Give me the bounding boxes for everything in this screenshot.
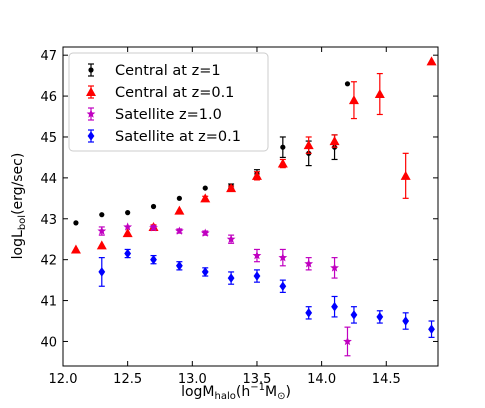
x-tick-label: 12.0	[49, 372, 78, 387]
x-axis-label-sun: ⊙	[277, 391, 285, 402]
data-point	[70, 244, 81, 254]
x-axis-label-tail: (h	[236, 384, 250, 400]
data-point	[278, 253, 288, 262]
data-point	[200, 193, 211, 203]
data-point	[350, 310, 358, 320]
data-point	[174, 205, 185, 215]
x-axis-label-main: logM	[181, 384, 214, 400]
data-point	[402, 316, 410, 326]
x-axis-label-close: )	[285, 384, 290, 400]
y-axis-label-sub: bol	[17, 215, 28, 230]
data-point	[279, 281, 287, 292]
y-axis-label-tail: (erg/sec)	[10, 153, 26, 215]
data-point	[150, 203, 157, 210]
y-tick-label: 43	[40, 213, 57, 228]
x-tick-label: 12.5	[113, 372, 142, 387]
data-point	[252, 250, 262, 260]
y-tick-label: 40	[40, 335, 57, 350]
series-3	[97, 222, 352, 357]
data-point	[175, 226, 184, 235]
data-point	[122, 228, 133, 238]
data-point	[200, 228, 210, 237]
legend-item: Satellite at z=0.1	[87, 129, 241, 145]
y-axis-label-main: logL	[10, 230, 26, 259]
data-point	[98, 267, 106, 277]
data-point	[374, 89, 385, 99]
y-tick-label: 47	[40, 49, 57, 64]
data-point	[251, 170, 262, 180]
x-axis-label-exp: −1	[250, 382, 265, 393]
data-point	[305, 308, 313, 318]
x-tick-label: 14.5	[372, 372, 401, 387]
x-axis-label-m: M	[265, 384, 277, 400]
x-tick-label: 13.0	[178, 372, 207, 387]
data-point	[226, 234, 236, 243]
x-axis-label: logMhalo(h−1M⊙)	[181, 382, 291, 402]
legend-label: Central at z=0.1	[115, 85, 234, 101]
y-axis-label: logLbol(erg/sec)	[10, 153, 28, 260]
y-tick-label: 41	[40, 295, 57, 310]
legend-item: Central at z=1	[88, 63, 221, 79]
legend-label: Central at z=1	[115, 63, 221, 79]
data-point	[175, 261, 183, 271]
y-tick-label: 46	[40, 90, 57, 105]
data-point	[329, 136, 340, 146]
data-point	[176, 195, 182, 201]
data-point	[428, 324, 435, 334]
data-point	[201, 267, 209, 277]
data-point	[96, 240, 107, 250]
data-point	[97, 226, 107, 235]
legend-label: Satellite at z=0.1	[115, 129, 241, 145]
data-point	[280, 144, 286, 150]
data-point	[150, 254, 157, 265]
y-tick-label: 44	[40, 172, 57, 187]
data-point	[123, 222, 133, 231]
data-point	[253, 271, 261, 281]
legend-label: Satellite z=1.0	[115, 107, 222, 123]
legend-marker	[86, 109, 96, 118]
legend-marker	[88, 67, 94, 73]
data-point	[99, 212, 105, 218]
x-tick-label: 13.5	[242, 372, 271, 387]
data-point	[227, 273, 235, 283]
data-point	[303, 140, 314, 150]
data-point	[124, 248, 132, 259]
y-tick-label: 45	[40, 131, 57, 146]
x-tick-label: 14.0	[307, 372, 336, 387]
plot-area	[70, 56, 437, 357]
legend-box	[68, 52, 269, 152]
data-point	[331, 301, 338, 312]
series-4	[98, 248, 435, 338]
data-point	[343, 336, 352, 346]
legend-item: Central at z=0.1	[86, 85, 234, 101]
data-point	[330, 263, 339, 272]
data-point	[149, 223, 158, 232]
data-point	[277, 158, 288, 168]
axes: 12.0 12.5 13.0 13.5 14.0 14.5 40 41 42 43 44 45 46 47	[40, 46, 439, 387]
data-point	[376, 312, 384, 322]
data-point	[348, 95, 359, 105]
legend-marker	[86, 87, 96, 96]
y-tick-label: 42	[40, 254, 57, 269]
data-point	[344, 81, 351, 87]
data-point	[400, 170, 411, 180]
legend-marker	[87, 131, 95, 141]
legend-item: Satellite z=1.0	[86, 107, 222, 123]
data-point	[202, 185, 208, 191]
plot-frame	[62, 46, 439, 367]
data-point	[304, 259, 314, 268]
data-point	[226, 183, 237, 193]
x-axis-label-sub: halo	[215, 391, 236, 402]
data-point	[125, 210, 131, 216]
data-point	[426, 56, 437, 66]
legend: Central at z=1 Central at z=0.1 Satellite …	[68, 52, 269, 152]
data-point	[73, 220, 79, 226]
